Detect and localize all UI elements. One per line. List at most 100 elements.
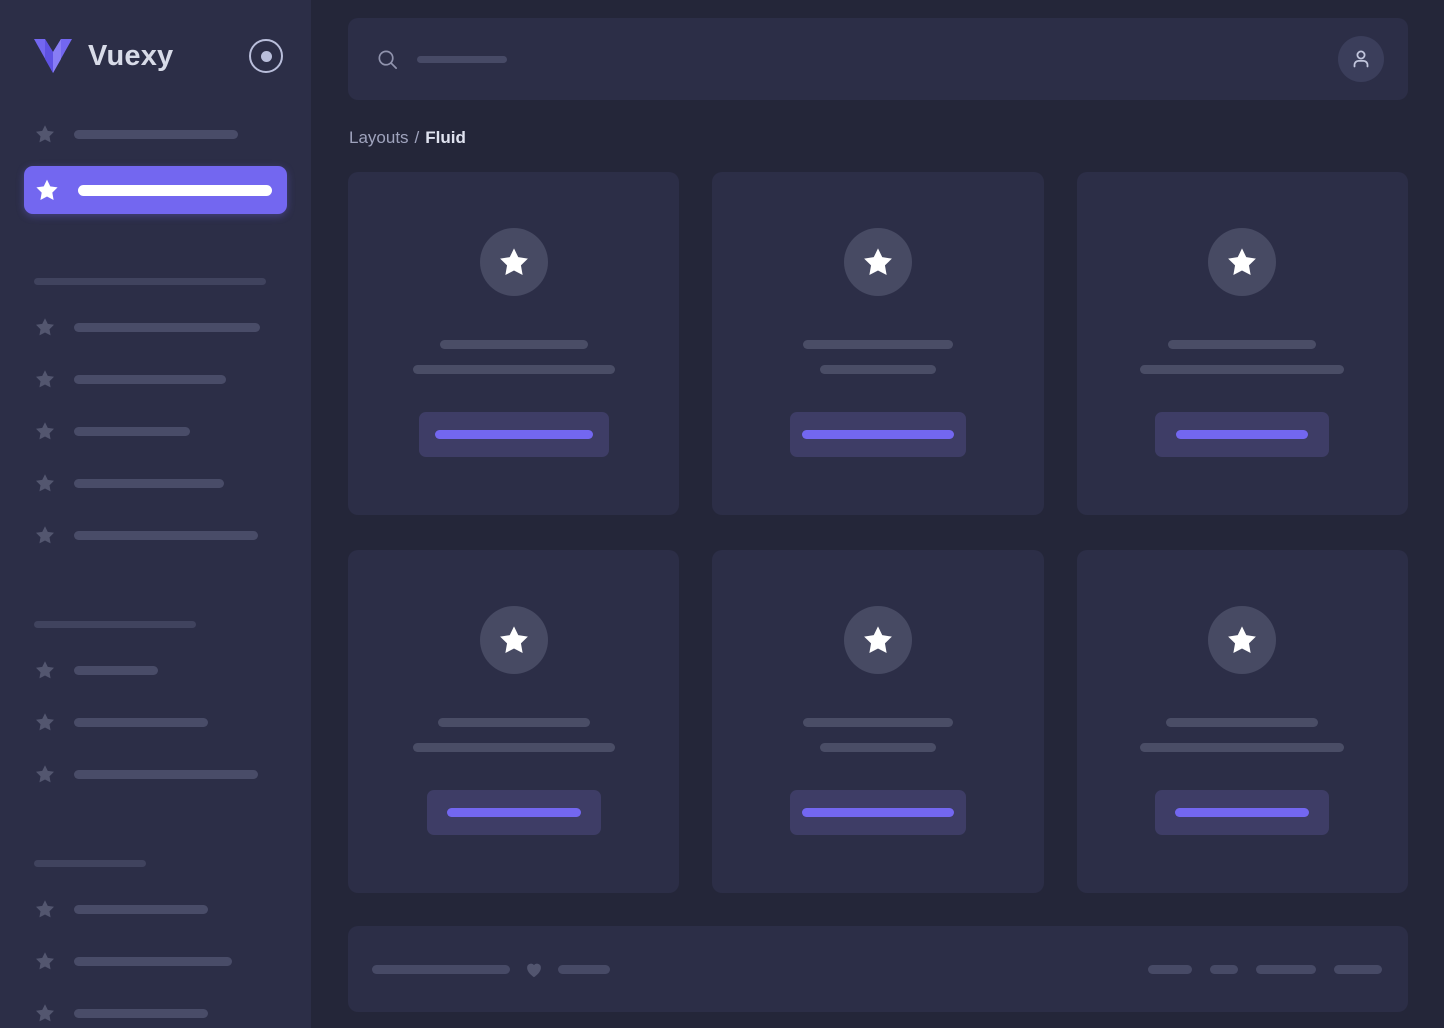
card-line-1 xyxy=(802,718,953,727)
circle-dot-inner xyxy=(260,50,272,62)
sidebar-item-label xyxy=(74,129,238,139)
card-action-button[interactable] xyxy=(789,790,966,835)
sidebar-item-label xyxy=(74,374,226,384)
card-text-placeholder xyxy=(1077,340,1408,374)
footer-link[interactable] xyxy=(1256,964,1316,974)
card-button-label xyxy=(446,808,581,817)
sidebar-item-active[interactable] xyxy=(24,166,287,214)
sidebar-item-label xyxy=(78,184,272,196)
sidebar-item-label xyxy=(74,904,208,914)
star-icon xyxy=(34,368,56,390)
sidebar-item[interactable] xyxy=(24,114,287,154)
star-icon xyxy=(34,177,60,203)
star-icon xyxy=(34,316,56,338)
card-action-button[interactable] xyxy=(426,790,601,835)
card-button-label xyxy=(1175,808,1310,817)
footer-link[interactable] xyxy=(1210,964,1238,974)
footer-left xyxy=(372,958,610,980)
sidebar-item-label xyxy=(74,530,258,540)
card-avatar xyxy=(1208,606,1277,674)
sidebar-item[interactable] xyxy=(24,515,287,555)
sidebar-brand[interactable]: Vuexy xyxy=(24,0,287,112)
sidebar-item[interactable] xyxy=(24,307,287,347)
star-icon xyxy=(34,472,56,494)
footer-links xyxy=(1148,964,1382,974)
sidebar-item[interactable] xyxy=(24,993,287,1028)
card-line-1 xyxy=(1168,340,1317,349)
card-avatar xyxy=(843,228,912,296)
star-icon xyxy=(34,763,56,785)
card-text-placeholder xyxy=(712,718,1043,752)
card-line-1 xyxy=(802,340,953,349)
card-line-1 xyxy=(437,718,590,727)
sidebar-item[interactable] xyxy=(24,702,287,742)
heart-icon xyxy=(523,958,545,980)
card-line-1 xyxy=(1166,718,1319,727)
star-icon xyxy=(34,1002,56,1024)
sidebar-item-label xyxy=(74,769,258,779)
nav-group-label xyxy=(34,278,266,285)
content-card xyxy=(712,172,1044,515)
card-line-2 xyxy=(1140,743,1345,752)
star-icon xyxy=(34,524,56,546)
content-card xyxy=(712,550,1044,893)
circle-dot-icon[interactable] xyxy=(249,39,283,73)
card-avatar xyxy=(479,228,548,296)
footer-link[interactable] xyxy=(1334,964,1382,974)
card-action-button[interactable] xyxy=(418,412,609,457)
card-action-button[interactable] xyxy=(1155,790,1330,835)
avatar[interactable] xyxy=(1338,36,1384,82)
card-action-button[interactable] xyxy=(789,412,966,457)
card-line-2 xyxy=(412,743,615,752)
sidebar-item-label xyxy=(74,956,232,966)
sidebar-item-label xyxy=(74,717,208,727)
main-content: Layouts / Fluid xyxy=(311,0,1444,1028)
footer xyxy=(348,926,1408,1012)
card-grid xyxy=(348,172,1408,893)
sidebar-item[interactable] xyxy=(24,463,287,503)
top-navbar xyxy=(348,18,1408,100)
vuexy-v-logo-icon xyxy=(32,36,74,76)
sidebar-item-label xyxy=(74,1008,208,1018)
sidebar-item-label xyxy=(74,665,158,675)
user-icon xyxy=(1353,50,1369,68)
content-card xyxy=(348,550,680,893)
nav-group-label xyxy=(34,860,146,867)
star-icon xyxy=(34,711,56,733)
star-icon xyxy=(34,659,56,681)
card-avatar xyxy=(479,606,548,674)
sidebar-item[interactable] xyxy=(24,411,287,451)
sidebar-item-label xyxy=(74,322,260,332)
sidebar-item[interactable] xyxy=(24,941,287,981)
content-card xyxy=(348,172,680,515)
star-icon xyxy=(34,123,56,145)
card-button-label xyxy=(801,430,954,439)
search-placeholder-bar xyxy=(417,55,507,63)
sidebar-item[interactable] xyxy=(24,754,287,794)
search-input[interactable] xyxy=(376,48,1338,71)
sidebar-item[interactable] xyxy=(24,650,287,690)
search-icon xyxy=(376,48,399,71)
card-line-2 xyxy=(819,743,936,752)
card-avatar xyxy=(843,606,912,674)
footer-link[interactable] xyxy=(1148,964,1192,974)
star-icon xyxy=(34,950,56,972)
card-button-label xyxy=(801,808,954,817)
star-icon xyxy=(34,898,56,920)
breadcrumb-current: Fluid xyxy=(425,128,466,147)
footer-author-bar xyxy=(558,964,610,974)
card-line-2 xyxy=(412,365,615,374)
sidebar-item-label xyxy=(74,426,190,436)
card-text-placeholder xyxy=(348,340,679,374)
card-action-button[interactable] xyxy=(1155,412,1330,457)
breadcrumb-separator: / xyxy=(414,128,420,147)
sidebar-item[interactable] xyxy=(24,889,287,929)
star-icon xyxy=(34,420,56,442)
card-line-1 xyxy=(439,340,588,349)
sidebar-item[interactable] xyxy=(24,359,287,399)
nav-group-spacer xyxy=(24,567,287,595)
sidebar-item-label xyxy=(74,478,224,488)
sidebar-nav xyxy=(24,112,287,1028)
sidebar: Vuexy xyxy=(0,0,311,1028)
breadcrumb-root[interactable]: Layouts xyxy=(349,128,409,147)
